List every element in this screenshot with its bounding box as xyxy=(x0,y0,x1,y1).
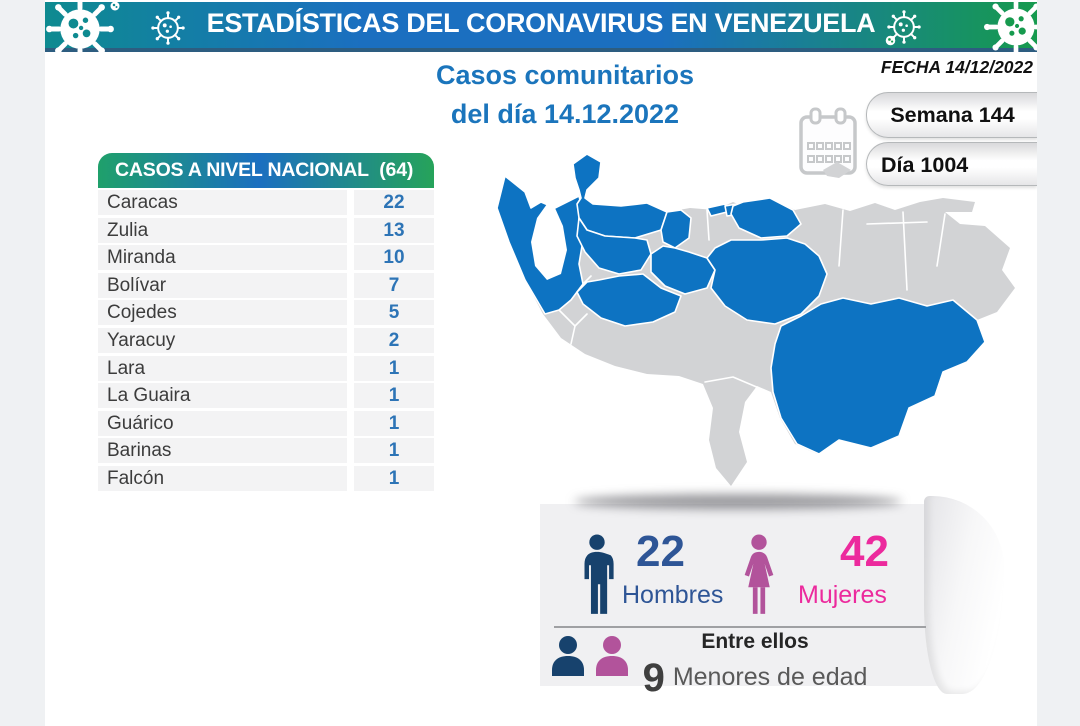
map-lake-maracaibo xyxy=(531,204,567,280)
state-cases-cell: 7 xyxy=(354,272,434,298)
map-state-guarico xyxy=(706,237,828,325)
cases-table-title: CASOS A NIVEL NACIONAL xyxy=(115,159,369,181)
state-cases-cell: 1 xyxy=(354,438,434,464)
state-cases-cell: 1 xyxy=(354,355,434,381)
calendar-icon xyxy=(799,107,857,175)
state-cases-cell: 13 xyxy=(354,217,434,243)
cases-table-header: CASOS A NIVEL NACIONAL (64) xyxy=(98,153,434,188)
table-row: Miranda 10 xyxy=(98,245,434,271)
banner-title: ESTADÍSTICAS DEL CORONAVIRUS EN VENEZUEL… xyxy=(206,8,876,38)
venezuela-map xyxy=(496,153,1015,486)
minors-label: Menores de edad xyxy=(672,663,868,691)
state-cases-cell: 5 xyxy=(354,300,434,326)
woman-icon xyxy=(744,534,774,614)
table-row: Caracas 22 xyxy=(98,190,434,215)
date-label: FECHA 14/12/2022 xyxy=(880,57,1033,77)
virus-icon xyxy=(46,0,114,63)
table-row: Lara 1 xyxy=(98,355,434,381)
table-row: Yaracuy 2 xyxy=(98,327,434,353)
cases-table-total: (64) xyxy=(379,159,414,181)
state-name-cell: Cojedes xyxy=(98,300,347,326)
women-label: Mujeres xyxy=(798,581,887,609)
page-title: Casos comunitarios del día 14.12.2022 xyxy=(390,56,740,134)
map-state-bolivar xyxy=(770,297,986,455)
state-cases-cell: 22 xyxy=(354,190,434,215)
table-row: Barinas 1 xyxy=(98,438,434,464)
state-name-cell: Guárico xyxy=(98,410,347,436)
minors-line: 9 Menores de edad xyxy=(605,656,905,701)
left-margin xyxy=(0,0,45,726)
map-state-yaracuy xyxy=(660,209,692,249)
virus-outline-icon xyxy=(887,10,921,44)
panel-divider xyxy=(554,626,926,628)
state-cases-cell: 1 xyxy=(354,465,434,491)
state-name-cell: Bolívar xyxy=(98,272,347,298)
man-icon xyxy=(584,534,614,614)
state-cases-cell: 2 xyxy=(354,327,434,353)
state-cases-cell: 1 xyxy=(354,383,434,409)
table-row: Bolívar 7 xyxy=(98,272,434,298)
woman-bust-icon xyxy=(596,636,628,676)
cases-table: CASOS A NIVEL NACIONAL (64) Caracas 22 Z… xyxy=(98,153,434,494)
map-state-miranda xyxy=(730,197,802,239)
minors-intro: Entre ellos xyxy=(701,630,809,653)
state-name-cell: Yaracuy xyxy=(98,327,347,353)
map-state-barinas xyxy=(576,273,682,327)
page-curl xyxy=(924,496,1004,694)
state-cases-cell: 1 xyxy=(354,410,434,436)
state-name-cell: La Guaira xyxy=(98,383,347,409)
map-margarita-island xyxy=(823,162,851,178)
table-row: Zulia 13 xyxy=(98,217,434,243)
map-state-falcon xyxy=(572,153,668,239)
minors-block: Entre ellos 9 Menores de edad xyxy=(605,630,905,701)
page-title-line1: Casos comunitarios xyxy=(435,60,695,90)
virus-small-icon xyxy=(885,35,896,46)
panel-shadow xyxy=(574,494,902,509)
state-name-cell: Zulia xyxy=(98,217,347,243)
men-label: Hombres xyxy=(622,581,724,609)
week-badge: Semana 144 xyxy=(866,92,1038,138)
state-name-cell: Falcón xyxy=(98,465,347,491)
minors-count: 9 xyxy=(642,656,665,700)
women-count: 42 xyxy=(840,527,889,576)
minors-icons xyxy=(552,636,628,676)
state-cases-cell: 10 xyxy=(354,245,434,271)
banner: ESTADÍSTICAS DEL CORONAVIRUS EN VENEZUEL… xyxy=(45,0,1048,63)
day-badge: Día 1004 xyxy=(866,142,1037,186)
man-bust-icon xyxy=(552,636,584,676)
right-margin xyxy=(1037,0,1080,726)
demographics-panel: 22 Hombres 42 Mujeres Entre ellos 9 Menor… xyxy=(540,494,1004,700)
state-name-cell: Caracas xyxy=(98,190,347,215)
men-count: 22 xyxy=(636,527,685,576)
state-name-cell: Lara xyxy=(98,355,347,381)
map-state-lara xyxy=(576,217,652,275)
table-row: Guárico 1 xyxy=(98,410,434,436)
table-row: La Guaira 1 xyxy=(98,383,434,409)
state-name-cell: Miranda xyxy=(98,245,347,271)
state-name-cell: Barinas xyxy=(98,438,347,464)
table-row: Cojedes 5 xyxy=(98,300,434,326)
table-row: Falcón 1 xyxy=(98,465,434,491)
virus-small-icon xyxy=(110,1,120,11)
page-title-line2: del día 14.12.2022 xyxy=(450,99,680,129)
virus-outline-icon xyxy=(151,11,185,45)
cases-table-body: Caracas 22 Zulia 13 Miranda 10 Bolívar 7… xyxy=(98,190,434,491)
